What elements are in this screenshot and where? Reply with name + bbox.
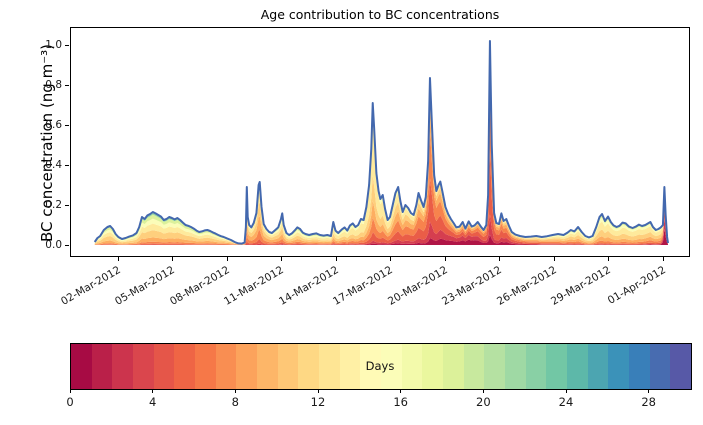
- colorbar-tick-mark: [565, 389, 567, 393]
- x-tick-label: 02-Mar-2012: [58, 264, 123, 308]
- y-tick-label: 0.0: [45, 239, 62, 251]
- colorbar-segment: [401, 344, 423, 389]
- colorbar-segment: [422, 344, 444, 389]
- colorbar-tick-mark: [400, 389, 402, 393]
- x-tick-mark: [335, 257, 337, 261]
- x-tick-label: 23-Mar-2012: [440, 264, 504, 308]
- colorbar-segment: [112, 344, 134, 389]
- plot-title: Age contribution to BC concentrations: [260, 7, 500, 22]
- colorbar-segment: [174, 344, 196, 389]
- colorbar-tick-label: 12: [310, 395, 326, 409]
- y-tick-mark: [65, 84, 69, 86]
- colorbar-segment: [71, 344, 92, 389]
- y-tick-label: 0.2: [45, 199, 62, 211]
- colorbar-segment: [319, 344, 340, 389]
- colorbar-segment: [195, 344, 216, 389]
- colorbar-segment: [215, 344, 237, 389]
- colorbar-segment: [546, 344, 568, 389]
- colorbar-tick-mark: [482, 389, 484, 393]
- y-tick-mark: [65, 44, 69, 46]
- colorbar-tick-label: 28: [641, 395, 656, 409]
- y-tick-mark: [65, 244, 69, 246]
- colorbar-tick-mark: [152, 389, 154, 393]
- colorbar-tick-label: 8: [231, 395, 239, 409]
- x-tick-mark: [172, 257, 174, 261]
- colorbar-segment: [670, 344, 692, 389]
- x-tick-mark: [608, 257, 610, 261]
- y-tick-mark: [65, 124, 69, 126]
- y-tick-label: 1.0: [45, 39, 62, 51]
- colorbar-segment: [629, 344, 650, 389]
- y-tick-label: 0.4: [45, 159, 62, 171]
- colorbar-tick-mark: [69, 389, 71, 393]
- colorbar-segment: [567, 344, 588, 389]
- colorbar-segment: [587, 344, 609, 389]
- colorbar-tick-mark: [317, 389, 319, 393]
- colorbar-segment: [257, 344, 278, 389]
- colorbar-tick-label: 24: [558, 395, 574, 409]
- x-tick-mark: [444, 257, 446, 261]
- colorbar-tick-label: 16: [393, 395, 408, 409]
- colorbar-segment: [298, 344, 320, 389]
- x-tick-label: 05-Mar-2012: [112, 264, 177, 308]
- x-tick-mark: [553, 257, 555, 261]
- y-tick-mark: [65, 164, 69, 166]
- x-tick-label: 29-Mar-2012: [549, 264, 613, 308]
- x-tick-mark: [117, 257, 119, 261]
- x-tick-label: 01-Apr-2012: [605, 264, 668, 307]
- y-tick-mark: [65, 204, 69, 206]
- colorbar-segment: [525, 344, 547, 389]
- colorbar: [70, 343, 692, 390]
- colorbar-segment: [133, 344, 154, 389]
- colorbar-segment: [277, 344, 299, 389]
- x-tick-label: 17-Mar-2012: [331, 264, 395, 308]
- x-tick-mark: [226, 257, 228, 261]
- y-tick-label: 0.6: [45, 119, 62, 131]
- x-tick-mark: [390, 257, 392, 261]
- x-tick-mark: [499, 257, 501, 261]
- colorbar-segment: [91, 344, 113, 389]
- colorbar-tick-mark: [648, 389, 650, 393]
- axes-frame: [70, 27, 690, 257]
- colorbar-segment: [484, 344, 506, 389]
- colorbar-segment: [443, 344, 464, 389]
- x-tick-mark: [662, 257, 664, 261]
- colorbar-segment: [153, 344, 175, 389]
- colorbar-segment: [236, 344, 258, 389]
- colorbar-segment: [339, 344, 361, 389]
- colorbar-segment: [360, 344, 382, 389]
- x-tick-label: 11-Mar-2012: [222, 264, 286, 308]
- x-tick-label: 20-Mar-2012: [385, 264, 450, 308]
- x-tick-mark: [281, 257, 283, 261]
- colorbar-tick-label: 4: [148, 395, 157, 409]
- colorbar-tick-label: 20: [476, 395, 491, 409]
- age-band-area: [94, 43, 669, 244]
- age-band-area: [94, 45, 669, 245]
- colorbar-segment: [505, 344, 526, 389]
- stacked-area-chart: [93, 40, 669, 245]
- colorbar-segment: [381, 344, 402, 389]
- colorbar-segment: [463, 344, 485, 389]
- colorbar-tick-label: 0: [66, 395, 74, 409]
- total-concentration-line: [93, 40, 669, 245]
- colorbar-tick-mark: [234, 389, 236, 393]
- x-tick-label: 08-Mar-2012: [167, 264, 232, 308]
- y-tick-label: 0.8: [45, 79, 62, 91]
- y-axis-label: BC concentration (ng m⁻³): [38, 44, 56, 242]
- colorbar-segment: [649, 344, 671, 389]
- colorbar-segment: [608, 344, 630, 389]
- x-tick-label: 26-Mar-2012: [494, 264, 559, 308]
- x-tick-label: 14-Mar-2012: [276, 264, 341, 308]
